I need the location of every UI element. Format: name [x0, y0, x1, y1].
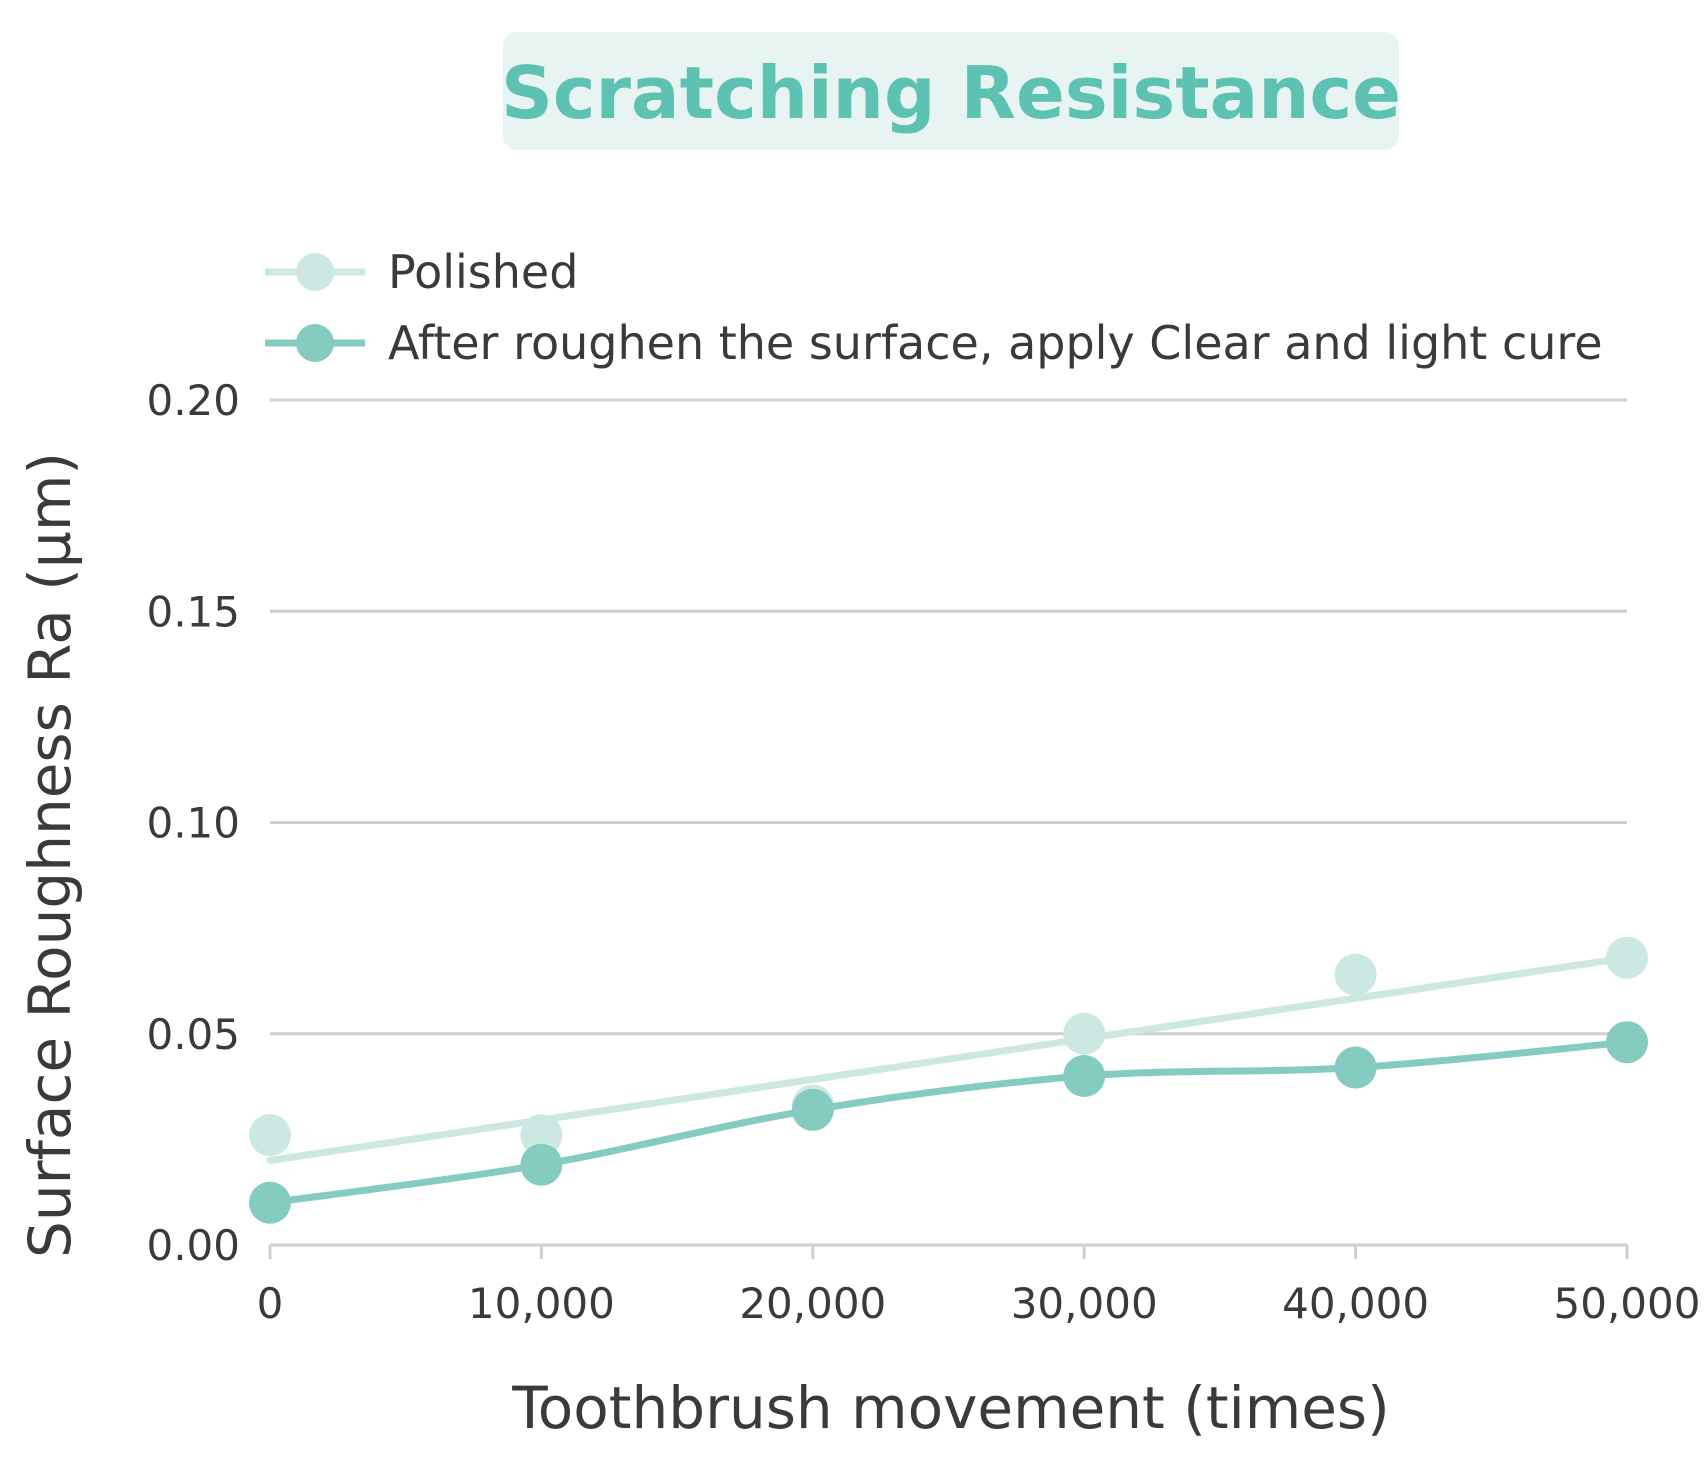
- y-tick-label: 0.10: [146, 799, 240, 848]
- data-point: [249, 1114, 291, 1157]
- x-tick-label: 10,000: [468, 1279, 615, 1328]
- gridlines: [270, 398, 1627, 1036]
- series-layer: [249, 936, 1648, 1224]
- x-axis-ticks: 0 10,000 20,000 30,000 40,000 50,000: [257, 1245, 1701, 1328]
- series-clear: [249, 1021, 1648, 1224]
- y-tick-label: 0.20: [146, 376, 240, 425]
- data-point: [1063, 1012, 1106, 1055]
- y-axis-ticks: 0.00 0.05 0.10 0.15 0.20: [146, 376, 240, 1270]
- data-point: [791, 1088, 834, 1131]
- chart-title-background: [503, 32, 1399, 150]
- y-tick-label: 0.05: [146, 1010, 240, 1059]
- x-tick-label: 0: [257, 1279, 284, 1328]
- data-point: [520, 1143, 563, 1186]
- legend-label-polished: Polished: [388, 245, 578, 299]
- legend-swatch-marker-clear: [296, 324, 334, 362]
- chart-title-group: Scratching Resistance: [501, 32, 1401, 150]
- x-tick-label: 30,000: [1011, 1279, 1158, 1328]
- x-axis-label: Toothbrush movement (times): [511, 1374, 1390, 1442]
- data-point: [1063, 1055, 1106, 1097]
- x-tick-label: 50,000: [1554, 1279, 1701, 1328]
- y-tick-label: 0.00: [146, 1221, 240, 1270]
- y-tick-label: 0.15: [146, 587, 240, 636]
- data-point: [1606, 1021, 1648, 1064]
- series-polished: [249, 936, 1648, 1164]
- legend-label-clear: After roughen the surface, apply Clear a…: [388, 316, 1603, 370]
- data-point: [520, 1114, 563, 1157]
- data-point: [1334, 953, 1377, 996]
- data-point: [1334, 1046, 1377, 1089]
- series-line: [266, 954, 1631, 1164]
- chart-title: Scratching Resistance: [501, 51, 1401, 135]
- x-tick-label: 20,000: [739, 1279, 886, 1328]
- data-point: [249, 1181, 291, 1224]
- series-line: [266, 1038, 1631, 1207]
- y-axis-label: Surface Roughness Ra (µm): [16, 452, 84, 1258]
- x-tick-label: 40,000: [1282, 1279, 1429, 1328]
- legend-swatch-marker-polished: [296, 253, 334, 291]
- data-point: [1606, 936, 1648, 979]
- legend: Polished After roughen the surface, appl…: [265, 245, 1603, 370]
